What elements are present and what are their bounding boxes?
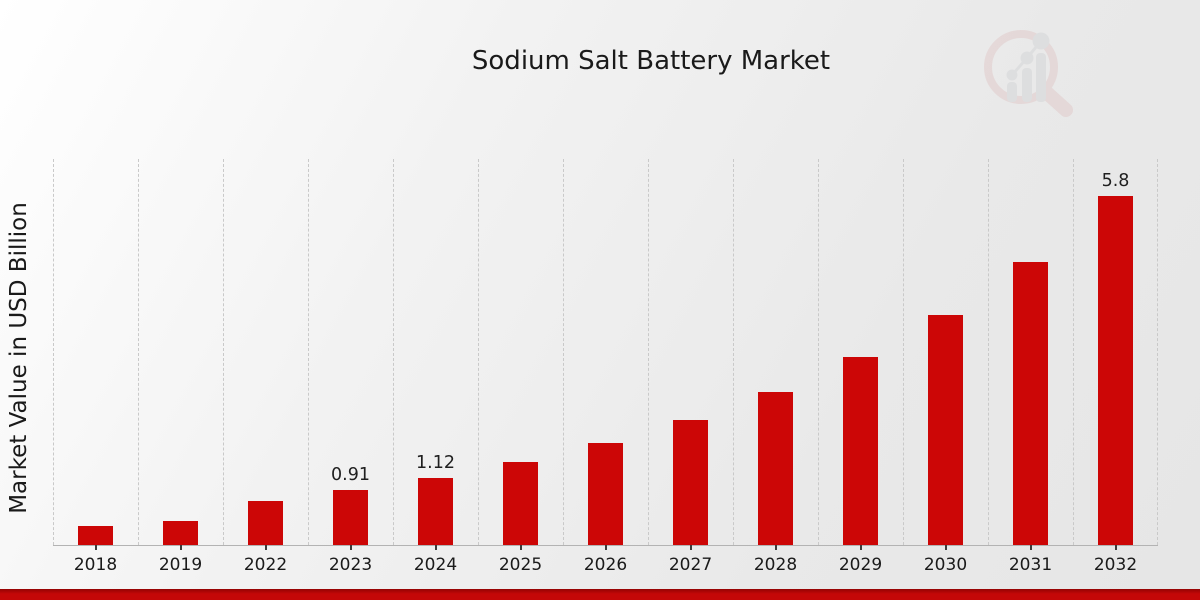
x-axis-tick <box>94 545 97 550</box>
plot-gridline <box>1157 159 1158 545</box>
plot-gridline <box>818 159 819 545</box>
x-axis-tick <box>604 545 607 550</box>
x-tick-label-2023: 2023 <box>328 555 373 575</box>
bar-2030 <box>928 314 963 545</box>
bar-2031 <box>1013 262 1048 545</box>
x-axis-tick <box>179 545 182 550</box>
x-tick-label-2026: 2026 <box>583 555 628 575</box>
x-tick-label-2029: 2029 <box>838 555 883 575</box>
x-axis-tick <box>264 545 267 550</box>
plot-gridline <box>223 159 224 545</box>
data-label-2032: 5.8 <box>1101 170 1130 191</box>
plot-gridline <box>53 159 54 545</box>
plot-gridline <box>478 159 479 545</box>
plot-gridline <box>393 159 394 545</box>
x-tick-label-2022: 2022 <box>243 555 288 575</box>
chart-title: Sodium Salt Battery Market <box>471 46 831 76</box>
x-tick-label-2018: 2018 <box>73 555 118 575</box>
bar-2022 <box>248 500 283 545</box>
x-tick-label-2024: 2024 <box>413 555 458 575</box>
x-axis-tick <box>774 545 777 550</box>
footer-accent-bar <box>0 589 1200 600</box>
x-tick-label-2027: 2027 <box>668 555 713 575</box>
x-axis-tick <box>689 545 692 550</box>
bar-2025 <box>503 461 538 545</box>
x-tick-label-2031: 2031 <box>1008 555 1053 575</box>
x-tick-label-2019: 2019 <box>158 555 203 575</box>
plot-gridline <box>563 159 564 545</box>
bar-2032 <box>1098 195 1133 545</box>
bar-2019 <box>163 520 198 545</box>
plot-gridline <box>1073 159 1074 545</box>
x-axis-tick <box>349 545 352 550</box>
bar-2026 <box>588 442 623 545</box>
x-axis-tick <box>944 545 947 550</box>
x-axis-tick <box>1114 545 1117 550</box>
x-tick-label-2032: 2032 <box>1093 555 1138 575</box>
bar-chart-plot-area: 2018 2019 2022 2023 0.91 2024 1.12 2025 2026 2027… <box>53 155 1158 575</box>
bar-2023 <box>333 490 368 545</box>
x-axis-tick <box>434 545 437 550</box>
y-axis-label: Market Value in USD Billion <box>6 202 32 514</box>
plot-gridline <box>308 159 309 545</box>
x-tick-label-2028: 2028 <box>753 555 798 575</box>
plot-gridline <box>138 159 139 545</box>
plot-gridline <box>648 159 649 545</box>
bar-2024 <box>418 477 453 545</box>
plot-gridline <box>988 159 989 545</box>
bar-2029 <box>843 357 878 545</box>
bar-2028 <box>758 391 793 545</box>
watermark-logo-icon <box>984 30 1073 117</box>
plot-gridline <box>733 159 734 545</box>
bar-2018 <box>78 526 113 545</box>
x-axis-tick <box>1029 545 1032 550</box>
x-tick-label-2025: 2025 <box>498 555 543 575</box>
x-axis-tick <box>519 545 522 550</box>
bar-2027 <box>673 420 708 545</box>
x-tick-label-2030: 2030 <box>923 555 968 575</box>
x-axis-tick <box>859 545 862 550</box>
plot-gridline <box>903 159 904 545</box>
data-label-2023: 0.91 <box>331 465 370 486</box>
data-label-2024: 1.12 <box>416 452 455 473</box>
